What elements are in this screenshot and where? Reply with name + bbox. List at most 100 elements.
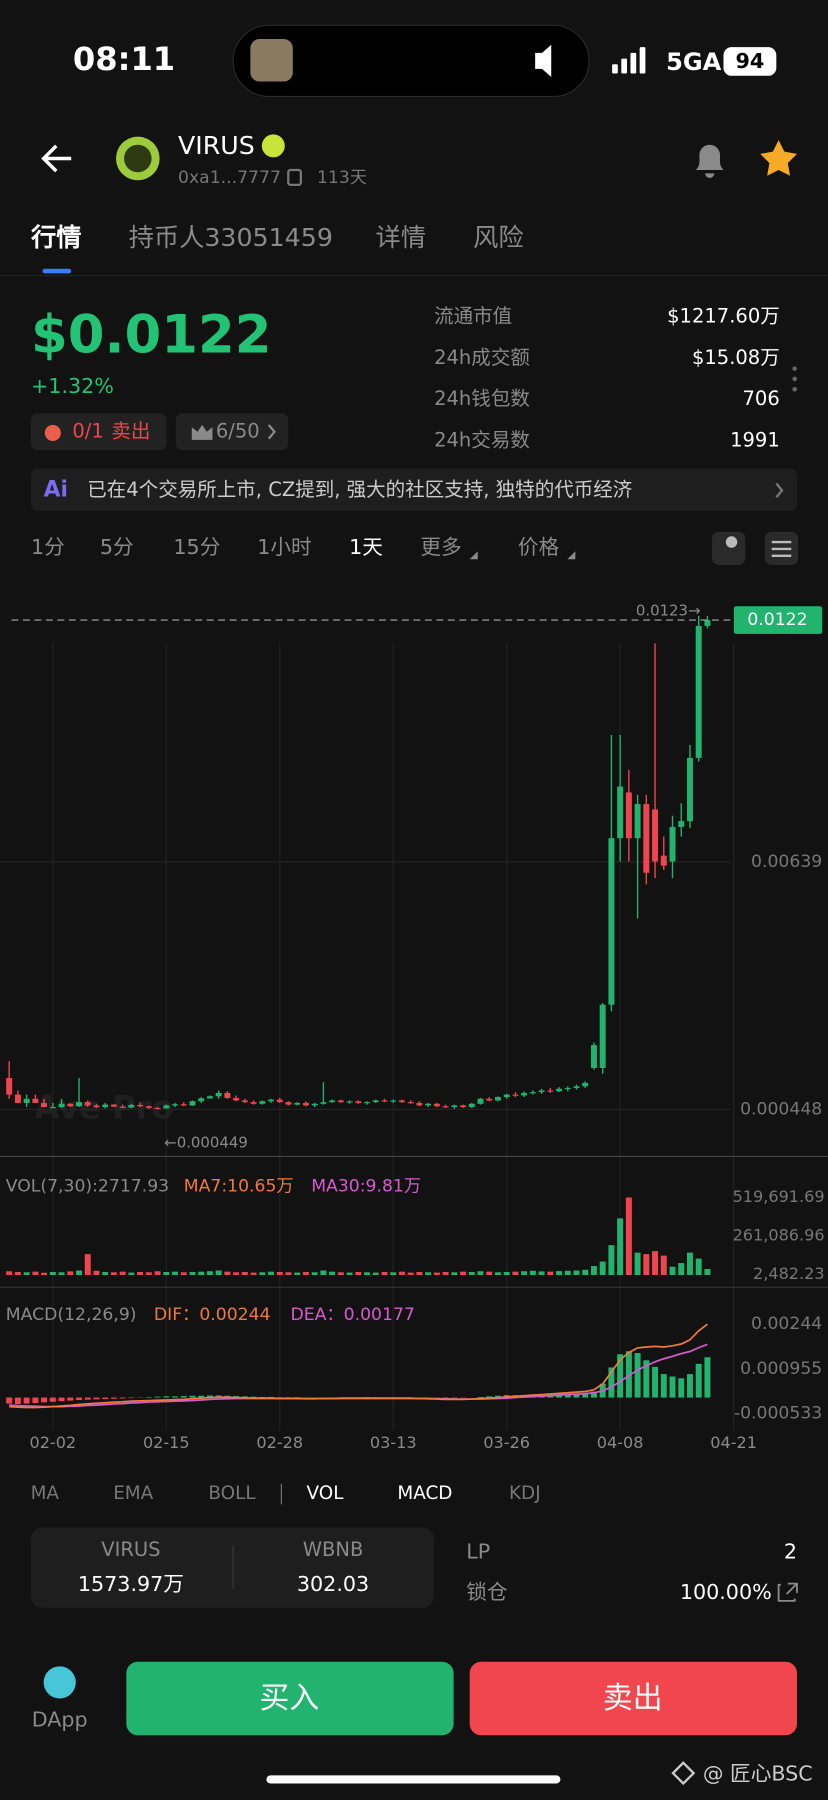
volume-bar xyxy=(224,1271,231,1275)
tab[interactable]: 风险 xyxy=(473,223,524,252)
macd-bar xyxy=(652,1366,659,1398)
volume-bar xyxy=(154,1271,161,1275)
volume-tick-label: 261,086.96 xyxy=(733,1226,825,1245)
lp-label: LP xyxy=(466,1540,490,1564)
x-tick-label: 03-26 xyxy=(483,1433,530,1452)
volume-bar xyxy=(556,1271,563,1275)
clock: 08:11 xyxy=(73,40,175,78)
dapp-label[interactable]: DApp xyxy=(32,1707,88,1731)
volume-bar xyxy=(58,1272,65,1275)
macd-bar xyxy=(669,1376,676,1398)
candle-body xyxy=(119,1106,126,1108)
candle-body xyxy=(250,1102,257,1104)
macd-bar xyxy=(617,1354,624,1398)
volume-bar xyxy=(521,1271,528,1275)
indicator[interactable]: VOL xyxy=(307,1483,345,1504)
volume-bar xyxy=(163,1271,170,1275)
macd-bar xyxy=(250,1396,257,1398)
y-tick-label: 0.000448 xyxy=(740,1099,822,1119)
volume-bar xyxy=(84,1254,91,1275)
volume-bar xyxy=(564,1270,571,1275)
candle-body xyxy=(625,792,632,839)
more-menu[interactable] xyxy=(792,366,797,392)
indicator[interactable]: BOLL xyxy=(208,1483,256,1504)
timeframe[interactable]: 1天 xyxy=(349,535,383,559)
volume-bar xyxy=(276,1271,283,1275)
indicator[interactable]: KDJ xyxy=(509,1483,541,1504)
volume-bar xyxy=(67,1271,74,1275)
candle-body xyxy=(14,1094,21,1103)
timeframe[interactable]: 1小时 xyxy=(257,535,311,559)
volume-bar xyxy=(172,1271,179,1275)
rank-badge[interactable] xyxy=(175,413,289,451)
alert-button[interactable] xyxy=(695,144,724,179)
last-price-label: 0.0122 xyxy=(747,610,807,630)
macd-dif-line xyxy=(9,1323,708,1409)
timeframe[interactable]: 1分 xyxy=(31,535,65,559)
candle-body xyxy=(58,1103,65,1108)
candle-body xyxy=(259,1101,266,1104)
macd-bar xyxy=(625,1351,632,1398)
candle-body xyxy=(608,838,615,1005)
token-icon-inner xyxy=(124,144,152,173)
stat-label: 流通市值 xyxy=(434,304,512,327)
crown-icon xyxy=(191,424,213,440)
timeframe[interactable]: 15分 xyxy=(173,535,220,559)
candle-body xyxy=(84,1102,91,1106)
volume-bar xyxy=(206,1271,213,1275)
macd-legend: DIF：0.00244 xyxy=(154,1305,271,1325)
volume-bar xyxy=(14,1271,21,1275)
macd-bar xyxy=(110,1397,117,1399)
indicator[interactable]: MA xyxy=(31,1483,60,1504)
macd-bar xyxy=(119,1397,126,1399)
sell-badge[interactable] xyxy=(31,413,167,451)
network-type: 5GA xyxy=(666,48,722,76)
candle-body xyxy=(76,1102,82,1107)
candle-body xyxy=(669,826,676,862)
last-price-tag xyxy=(733,606,823,634)
draw-tool-button[interactable] xyxy=(712,531,746,566)
volume-bar xyxy=(311,1272,318,1275)
favorite-button[interactable] xyxy=(760,140,797,176)
sell-button[interactable] xyxy=(469,1661,797,1736)
volume-bar xyxy=(512,1271,519,1275)
volume-bar xyxy=(451,1272,458,1275)
tab[interactable]: 持币人33051459 xyxy=(129,223,333,252)
buy-button[interactable] xyxy=(126,1661,454,1736)
candle-body xyxy=(451,1105,458,1108)
macd-bar xyxy=(608,1367,615,1398)
indicator[interactable]: EMA xyxy=(113,1483,153,1504)
volume-bar xyxy=(355,1271,362,1275)
macd-bar xyxy=(32,1397,39,1403)
volume-bar xyxy=(547,1271,554,1275)
dapp-icon[interactable] xyxy=(43,1666,76,1699)
stat-value: 706 xyxy=(743,387,780,410)
timeframe[interactable]: 价格 xyxy=(518,535,560,559)
tab[interactable]: 详情 xyxy=(376,223,427,252)
volume-bar xyxy=(486,1271,493,1275)
token-address[interactable]: 0xa1...7777 xyxy=(178,168,281,188)
back-button[interactable] xyxy=(41,144,72,173)
volume-tick-label: 519,691.69 xyxy=(733,1187,825,1206)
timeframe[interactable]: 更多 xyxy=(420,535,461,559)
volume-bar xyxy=(643,1254,650,1275)
sell-label[interactable]: 卖出 xyxy=(603,1681,663,1716)
copy-icon[interactable] xyxy=(287,168,303,187)
volume-bar xyxy=(346,1272,353,1275)
candle-body xyxy=(460,1105,467,1108)
volume-bar xyxy=(302,1271,309,1275)
candle-body xyxy=(686,757,693,822)
candle-body xyxy=(206,1096,213,1099)
candle-body xyxy=(390,1100,397,1102)
macd-bar xyxy=(564,1393,571,1398)
candle-body xyxy=(678,821,685,827)
ai-note-bar[interactable] xyxy=(31,468,797,512)
external-link[interactable] xyxy=(777,1582,798,1602)
tab[interactable]: 行情 xyxy=(30,223,82,252)
pool-amount: 302.03 xyxy=(297,1572,369,1596)
candle-body xyxy=(180,1104,187,1106)
timeframe[interactable]: 5分 xyxy=(100,535,134,559)
candle-body xyxy=(634,804,641,839)
buy-label[interactable]: 买入 xyxy=(260,1681,320,1716)
indicator[interactable]: MACD xyxy=(397,1483,452,1504)
